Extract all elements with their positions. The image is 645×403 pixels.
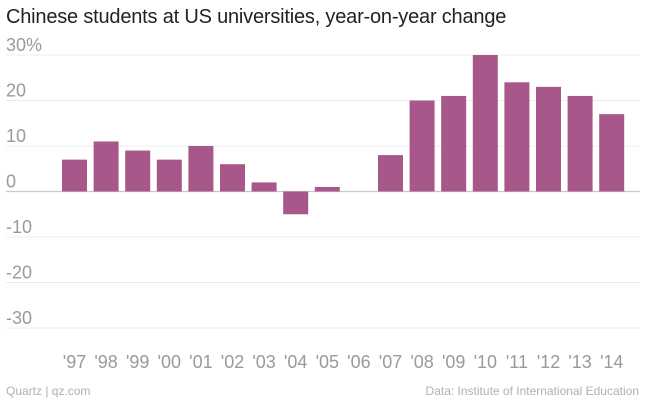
x-tick-label: '08	[410, 352, 433, 372]
x-tick-label: '11	[506, 352, 528, 372]
x-tick-label: '06	[347, 352, 370, 372]
x-tick-label: '14	[600, 352, 623, 372]
x-axis-ticks: '97 '98 '99 '00 '01 '02 '03 '04 '05 '06 '07 '08 '09 '…	[63, 352, 624, 372]
y-tick-label: 0	[6, 172, 16, 192]
bar-12	[536, 86, 561, 192]
x-tick-label: '05	[316, 352, 339, 372]
bar-09	[441, 95, 467, 192]
bar-02	[220, 164, 245, 192]
bar-99	[125, 150, 151, 192]
bars	[62, 55, 625, 215]
x-tick-label: '97	[63, 352, 86, 372]
bar-14	[599, 114, 625, 192]
bar-07	[378, 155, 403, 192]
x-tick-label: '02	[221, 352, 244, 372]
bar-00	[156, 159, 182, 192]
bar-03	[251, 182, 277, 192]
bar-98	[93, 141, 119, 192]
y-tick-label: -10	[6, 217, 32, 237]
footer-source: Data: Institute of International Educati…	[425, 384, 639, 398]
x-tick-label: '98	[94, 352, 117, 372]
x-tick-label: '13	[568, 352, 591, 372]
x-tick-label: '01	[189, 352, 212, 372]
y-tick-label: -20	[6, 263, 32, 283]
bar-13	[567, 95, 593, 192]
x-tick-label: '07	[379, 352, 402, 372]
bar-97	[62, 159, 87, 192]
x-tick-label: '10	[474, 352, 497, 372]
bar-08	[409, 100, 435, 192]
x-tick-label: '99	[126, 352, 149, 372]
x-tick-label: '12	[537, 352, 560, 372]
x-tick-label: '00	[158, 352, 181, 372]
bar-11	[504, 82, 530, 192]
footer-brand: Quartz | qz.com	[6, 384, 91, 398]
y-tick-label: 20	[6, 81, 26, 101]
y-tick-label: 10	[6, 126, 26, 146]
bar-04	[283, 191, 309, 215]
x-tick-label: '04	[284, 352, 307, 372]
y-axis-ticks: 30% 20 10 0 -10 -20 -30	[6, 35, 42, 328]
x-tick-label: '09	[442, 352, 465, 372]
y-tick-label: 30%	[6, 35, 42, 55]
bar-05	[314, 186, 340, 192]
chart-title: Chinese students at US universities, yea…	[6, 6, 507, 28]
x-tick-label: '03	[252, 352, 275, 372]
bar-10	[472, 55, 498, 192]
y-tick-label: -30	[6, 308, 32, 328]
bar-01	[188, 146, 214, 192]
